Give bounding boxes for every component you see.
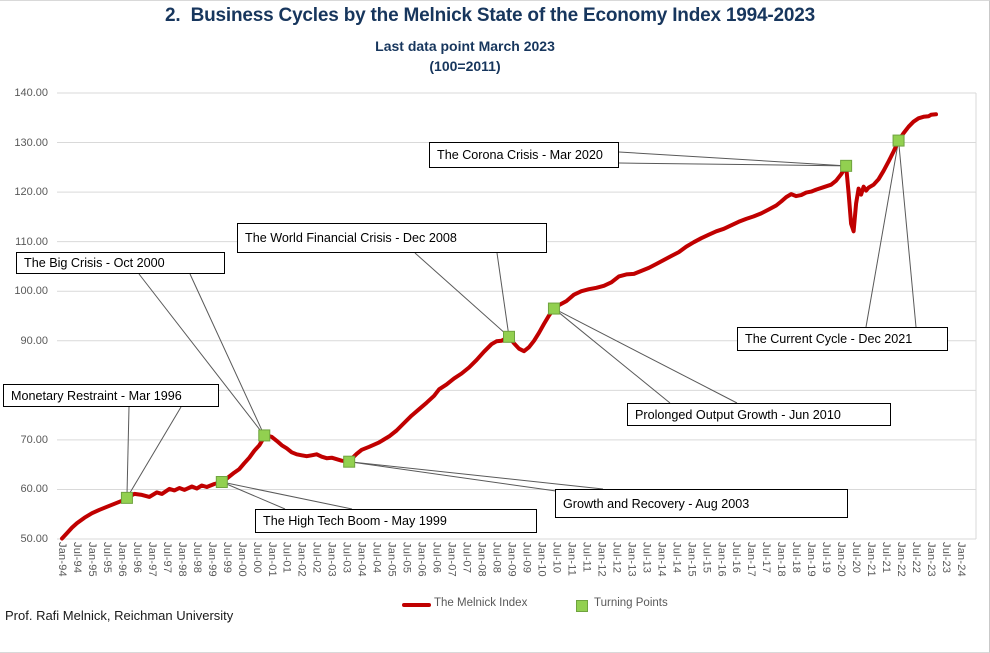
- callout-growth-and-recovery: Growth and Recovery - Aug 2003: [555, 489, 848, 518]
- callout-text: Monetary Restraint - Mar 1996: [11, 388, 182, 403]
- legend-series-label: The Melnick Index: [434, 597, 528, 609]
- x-axis-tick-label: Jul-13: [640, 542, 653, 574]
- callout-text: The World Financial Crisis - Dec 2008: [245, 231, 457, 245]
- x-axis-tick-label: Jan-07: [445, 542, 458, 577]
- y-axis-tick-label: 70.00: [20, 433, 48, 446]
- callout-monetary-restraint: Monetary Restraint - Mar 1996: [3, 384, 219, 407]
- y-axis-tick-label: 140.00: [14, 86, 48, 99]
- legend-marker-swatch: [576, 600, 588, 612]
- x-axis-tick-label: Jul-09: [520, 542, 533, 574]
- callout-big-crisis: The Big Crisis - Oct 2000: [16, 252, 225, 274]
- author-credit: Prof. Rafi Melnick, Reichman University: [5, 608, 234, 623]
- callout-high-tech-boom: The High Tech Boom - May 1999: [255, 509, 537, 533]
- x-axis-tick-label: Jan-05: [385, 542, 398, 577]
- x-axis-tick-label: Jul-96: [130, 542, 143, 574]
- chart-subtitle-last-data-point: Last data point March 2023: [375, 38, 555, 54]
- legend-points-label: Turning Points: [594, 597, 668, 609]
- x-axis-tick-label: Jan-24: [954, 542, 967, 577]
- chart-subtitle-base-year: (100=2011): [429, 58, 501, 74]
- x-axis-tick-label: Jan-14: [655, 542, 668, 577]
- x-axis-tick-label: Jan-94: [56, 542, 68, 577]
- callout-prolonged-output-growth: Prolonged Output Growth - Jun 2010: [627, 403, 891, 426]
- x-axis-tick-label: Jan-16: [715, 542, 728, 577]
- x-axis-tick-label: Jan-18: [775, 542, 788, 577]
- callout-text: Growth and Recovery - Aug 2003: [563, 496, 750, 511]
- x-axis-tick-label: Jul-94: [70, 542, 83, 574]
- x-axis-tick-label: Jan-95: [85, 542, 98, 577]
- x-axis-tick-label: Jul-05: [400, 542, 413, 574]
- chart-title: 2. Business Cycles by the Melnick State …: [164, 5, 815, 26]
- x-axis-tick-label: Jan-02: [295, 542, 308, 577]
- y-axis-tick-label: 100.00: [14, 285, 48, 298]
- x-axis-tick-label: Jul-08: [490, 542, 503, 574]
- x-axis-tick-label: Jan-12: [595, 542, 608, 577]
- x-axis-tick-label: Jul-10: [550, 542, 563, 574]
- x-axis-tick-label: Jul-20: [850, 542, 863, 574]
- x-axis-tick-label: Jan-01: [265, 542, 278, 577]
- callout-text: The High Tech Boom - May 1999: [263, 514, 447, 528]
- x-axis-tick-label: Jul-15: [700, 542, 713, 574]
- y-axis-tick-label: 120.00: [14, 186, 48, 199]
- y-axis-tick-label: 50.00: [20, 533, 48, 545]
- x-axis-tick-label: Jan-99: [205, 542, 218, 577]
- y-axis-tick-label: 60.00: [20, 483, 48, 496]
- x-axis-tick-label: Jul-95: [100, 542, 113, 574]
- x-axis-tick-label: Jan-09: [505, 542, 518, 577]
- x-axis-tick-label: Jan-10: [535, 542, 548, 577]
- x-axis-tick-label: Jan-20: [835, 542, 848, 577]
- x-axis-tick-label: Jul-17: [760, 542, 773, 574]
- x-axis-tick-label: Jul-07: [460, 542, 473, 574]
- x-axis-tick-label: Jan-21: [865, 542, 878, 577]
- x-axis-tick-label: Jul-19: [820, 542, 833, 574]
- x-axis-tick-label: Jul-99: [220, 542, 233, 574]
- x-axis-tick-label: Jul-04: [370, 542, 383, 574]
- x-axis-tick-label: Jan-13: [625, 542, 638, 577]
- x-axis-tick-label: Jan-11: [565, 542, 578, 577]
- callout-text: The Corona Crisis - Mar 2020: [437, 148, 603, 162]
- x-axis-tick-label: Jul-01: [280, 542, 293, 574]
- x-axis-tick-label: Jul-16: [730, 542, 743, 574]
- legend-line-swatch: [402, 603, 431, 607]
- x-axis-tick-label: Jan-98: [175, 542, 188, 577]
- callout-text: The Current Cycle - Dec 2021: [745, 332, 913, 346]
- x-axis-tick-label: Jul-11: [580, 542, 593, 573]
- x-axis-tick-label: Jul-12: [610, 542, 623, 574]
- x-axis-tick-label: Jul-98: [190, 542, 203, 574]
- callout-text: Prolonged Output Growth - Jun 2010: [635, 407, 841, 422]
- x-axis-tick-label: Jan-15: [685, 542, 698, 577]
- x-axis-tick-label: Jul-02: [310, 542, 323, 574]
- y-axis-tick-label: 130.00: [14, 136, 48, 149]
- x-axis-tick-label: Jan-96: [115, 542, 128, 577]
- x-axis-tick-label: Jul-00: [250, 542, 263, 574]
- callout-corona-crisis: The Corona Crisis - Mar 2020: [429, 142, 619, 168]
- x-axis-tick-label: Jul-97: [160, 542, 173, 574]
- x-axis-tick-label: Jul-14: [670, 542, 683, 574]
- x-axis-tick-label: Jan-08: [475, 542, 488, 577]
- legend: The Melnick Index Turning Points: [0, 595, 989, 615]
- x-axis-tick-label: Jan-19: [805, 542, 818, 577]
- y-axis-tick-label: 110.00: [15, 235, 48, 248]
- x-axis-tick-label: Jul-18: [790, 542, 803, 574]
- x-axis-tick-label: Jul-22: [910, 542, 923, 574]
- x-axis-tick-label: Jul-21: [880, 542, 893, 574]
- x-axis-tick-label: Jan-17: [745, 542, 758, 577]
- x-axis-tick-label: Jan-04: [355, 542, 368, 577]
- x-axis-tick-label: Jul-23: [940, 542, 952, 574]
- x-axis-tick-label: Jul-03: [340, 542, 353, 574]
- x-axis-tick-label: Jan-03: [325, 542, 338, 577]
- x-axis-tick-label: Jan-06: [415, 542, 428, 577]
- x-axis-tick-label: Jan-22: [895, 542, 908, 577]
- callout-world-financial-crisis: The World Financial Crisis - Dec 2008: [237, 223, 547, 253]
- x-axis-tick-label: Jan-00: [235, 542, 248, 577]
- callout-text: The Big Crisis - Oct 2000: [24, 256, 165, 270]
- callout-current-cycle: The Current Cycle - Dec 2021: [737, 327, 948, 351]
- x-axis-tick-label: Jan-97: [145, 542, 158, 577]
- x-axis-tick-label: Jul-06: [430, 542, 443, 574]
- y-axis-tick-label: 90.00: [20, 334, 48, 347]
- x-axis-tick-label: Jan-23: [925, 542, 938, 577]
